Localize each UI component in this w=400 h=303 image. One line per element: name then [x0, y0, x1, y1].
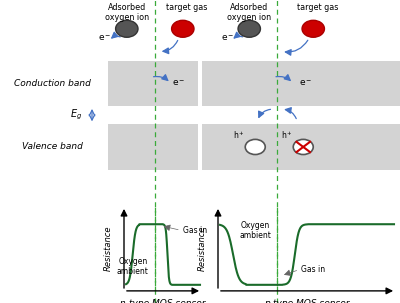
Bar [202, 124, 400, 170]
Text: p-type MOS sensor: p-type MOS sensor [264, 298, 350, 303]
Text: target gas: target gas [166, 3, 208, 12]
Text: Oxygen
ambient: Oxygen ambient [117, 257, 149, 276]
Bar [108, 124, 198, 170]
Text: E$_g$: E$_g$ [70, 108, 82, 122]
Text: Adsorbed
oxygen ion: Adsorbed oxygen ion [105, 3, 149, 22]
Text: target gas: target gas [296, 3, 338, 12]
Bar [202, 61, 400, 106]
Text: Resistance: Resistance [198, 226, 206, 271]
Text: h$^+$: h$^+$ [233, 129, 245, 141]
Text: e$^-$: e$^-$ [220, 33, 234, 43]
Circle shape [302, 20, 324, 37]
Bar [108, 61, 198, 106]
Text: e$^-$: e$^-$ [298, 78, 312, 88]
Text: Resistance: Resistance [104, 226, 112, 271]
Text: Valence band: Valence band [22, 142, 82, 152]
Text: Oxygen
ambient: Oxygen ambient [239, 221, 271, 240]
Text: Gas in: Gas in [301, 265, 325, 274]
Text: h$^+$: h$^+$ [281, 129, 293, 141]
Circle shape [116, 20, 138, 37]
Text: e$^-$: e$^-$ [172, 78, 186, 88]
Text: Gas in: Gas in [183, 226, 207, 235]
Text: Conduction band: Conduction band [14, 79, 90, 88]
Text: n-type MOS sensor: n-type MOS sensor [120, 298, 206, 303]
Text: e$^-$: e$^-$ [98, 33, 112, 43]
Circle shape [293, 139, 313, 155]
Circle shape [238, 20, 260, 37]
Circle shape [245, 139, 265, 155]
Text: Adsorbed
oxygen ion: Adsorbed oxygen ion [227, 3, 271, 22]
Circle shape [172, 20, 194, 37]
